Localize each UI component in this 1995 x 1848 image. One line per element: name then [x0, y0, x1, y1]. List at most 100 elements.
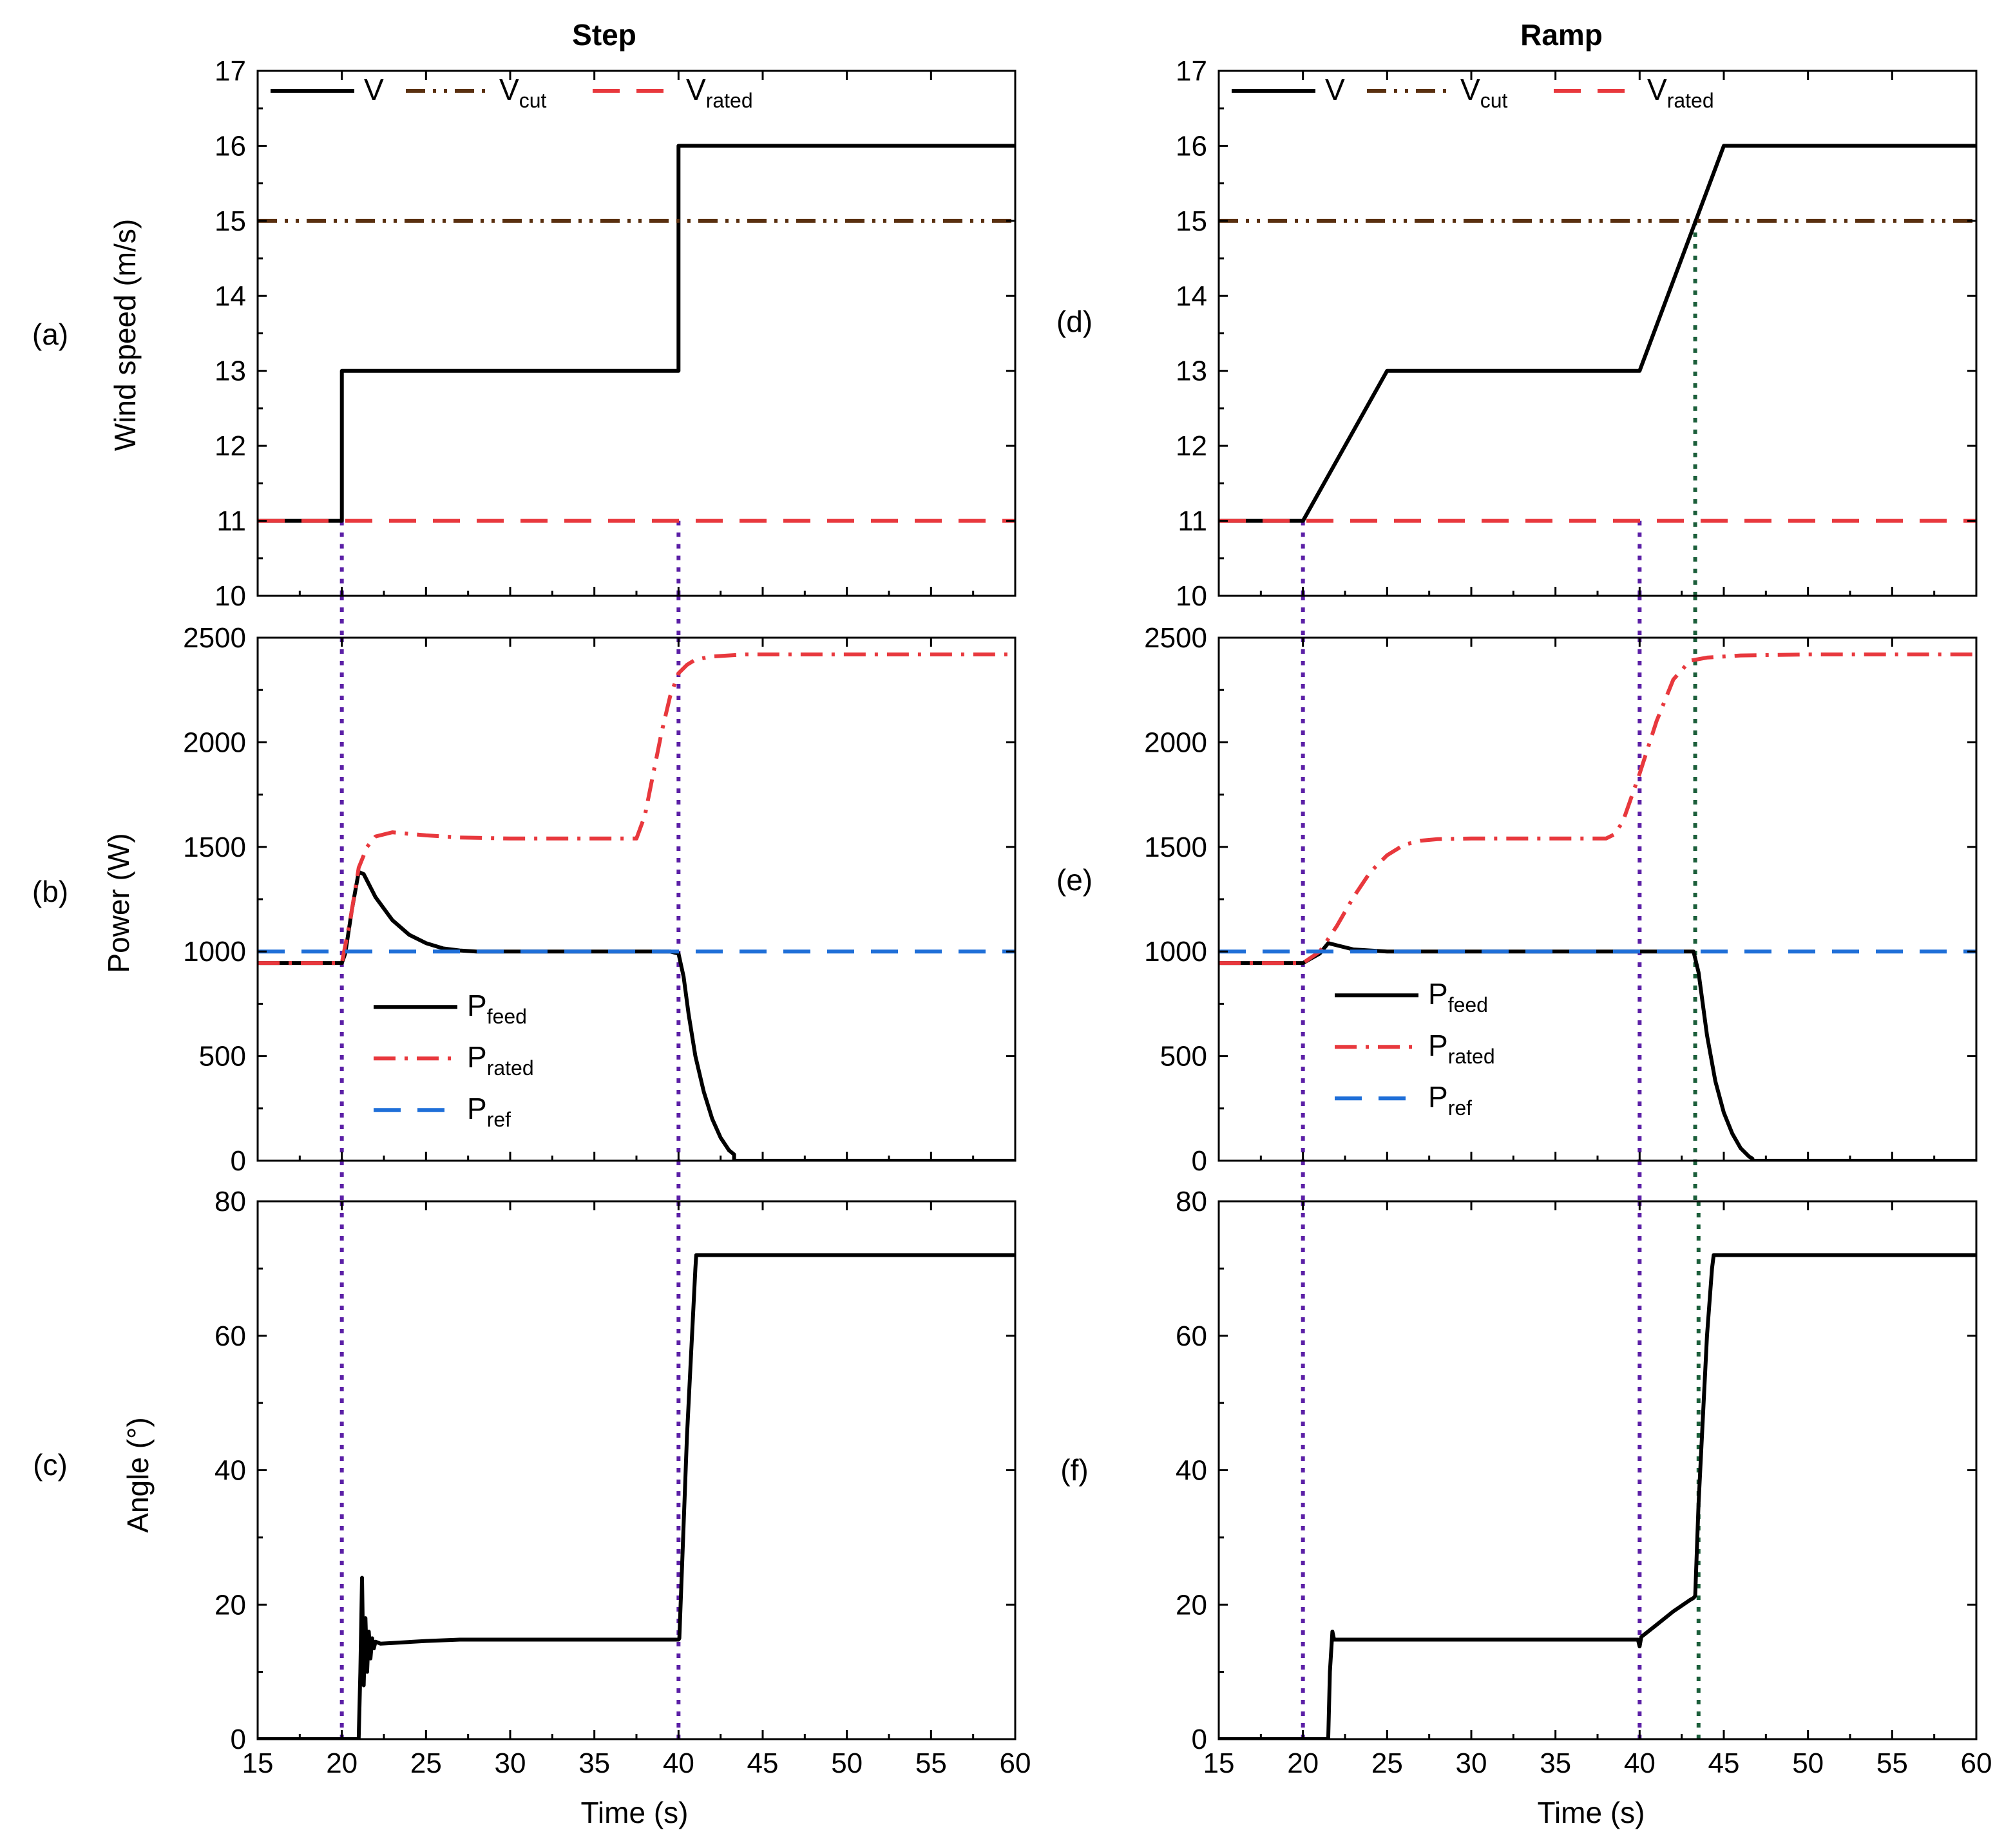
panel-label-a: (a) [32, 318, 68, 351]
legend-label-b-1: Prated [467, 1040, 534, 1080]
column-title-ramp: Ramp [1520, 18, 1603, 52]
x-tick-label-f-60: 60 [1961, 1748, 1992, 1779]
x-label-ramp: Time (s) [1538, 1796, 1645, 1829]
x-tick-label-f-20: 20 [1287, 1748, 1319, 1779]
legend-sub-e-2: ref [1448, 1096, 1472, 1119]
y-tick-label-e-500: 500 [1160, 1041, 1207, 1072]
x-tick-label-f-30: 30 [1456, 1748, 1487, 1779]
panel-label-f: (f) [1060, 1453, 1088, 1487]
legend-sub-e-1: rated [1448, 1045, 1495, 1068]
y-tick-label-f-80: 80 [1176, 1186, 1207, 1217]
legend-sub-b-2: ref [487, 1108, 511, 1131]
series-a-V [258, 144, 1015, 523]
y-tick-label-c-20: 20 [215, 1589, 246, 1621]
y-tick-label-c-80: 80 [215, 1186, 246, 1217]
y-tick-label-a-17: 17 [215, 55, 246, 87]
y-tick-label-b-1500: 1500 [183, 832, 246, 863]
panel-label-e: (e) [1056, 863, 1093, 897]
panel-f: 15 20 25 30 35 40 45 50 55 60 0 20 40 60 80 [1176, 1186, 1992, 1779]
column-title-step: Step [572, 18, 636, 52]
y-tick-label-d-16: 16 [1176, 130, 1207, 162]
y-tick-label-a-12: 12 [215, 430, 246, 462]
y-tick-label-d-11: 11 [1178, 506, 1207, 537]
series-e-feed [1219, 941, 1976, 1161]
legend-label-d-0: V [1325, 73, 1345, 106]
panel-label-b: (b) [32, 875, 68, 908]
series-e-rated [1219, 653, 1976, 966]
y-tick-label-d-14: 14 [1176, 280, 1207, 312]
y-tick-label-e-2500: 2500 [1144, 622, 1207, 654]
legend-label-a-1: Vcut [499, 73, 546, 112]
series-b-feed [258, 870, 1015, 1161]
y-tick-label-e-1000: 1000 [1144, 936, 1207, 967]
x-tick-label-f-35: 35 [1540, 1748, 1571, 1779]
y-tick-label-a-15: 15 [215, 205, 246, 237]
x-tick-label-c-30: 30 [495, 1748, 526, 1779]
panel-label-c: (c) [33, 1448, 68, 1481]
panel-d: 10 11 12 13 14 15 16 17 V Vcut Vrated [1176, 55, 1978, 638]
x-tick-label-c-20: 20 [326, 1748, 358, 1779]
y-tick-label-d-17: 17 [1176, 55, 1207, 87]
y-tick-label-a-11: 11 [216, 506, 246, 537]
panel-c: 15 20 25 30 35 40 45 50 55 60 0 20 40 60 80 [215, 1186, 1031, 1779]
series-group-b [258, 653, 1015, 1161]
legend-sub-d-2: rated [1667, 89, 1714, 112]
legend-label-e-2: Pref [1428, 1080, 1472, 1119]
axes-frame-b [256, 636, 1017, 1162]
series-b-rated [258, 653, 1015, 966]
legend-label-b-2: Pref [467, 1092, 511, 1131]
legend-label-d-2: Vrated [1647, 73, 1714, 112]
legend-label-e-0: Pfeed [1428, 977, 1488, 1016]
x-tick-label-f-15: 15 [1203, 1748, 1235, 1779]
x-tick-label-c-25: 25 [410, 1748, 442, 1779]
x-tick-label-f-55: 55 [1876, 1748, 1908, 1779]
x-tick-label-c-40: 40 [663, 1748, 694, 1779]
legend-sub-b-0: feed [487, 1005, 527, 1028]
y-label-angle: Angle (°) [121, 1417, 155, 1532]
x-tick-label-c-50: 50 [831, 1748, 863, 1779]
y-tick-label-b-2000: 2000 [183, 727, 246, 758]
x-tick-label-c-55: 55 [915, 1748, 947, 1779]
legend-sub-e-0: feed [1448, 993, 1488, 1016]
panel-e: 0 500 1000 1500 2000 2500 Pfeed Prated Pref [1144, 622, 1978, 1201]
legend-label-a-0: V [364, 73, 384, 106]
x-tick-label-c-45: 45 [747, 1748, 779, 1779]
y-tick-label-e-2000: 2000 [1144, 727, 1207, 758]
series-group-c [258, 1253, 1015, 1739]
y-tick-label-d-15: 15 [1176, 205, 1207, 237]
y-tick-label-c-40: 40 [215, 1455, 246, 1487]
x-tick-label-c-60: 60 [1000, 1748, 1031, 1779]
panel-b: 0 500 1000 1500 2000 2500 Pfeed Prated Pref [183, 622, 1017, 1201]
legend-sub-b-1: rated [487, 1056, 534, 1080]
series-group-f [1219, 1253, 1976, 1739]
legend-sub-a-1: cut [519, 89, 547, 112]
y-tick-label-c-60: 60 [215, 1320, 246, 1352]
series-f-angle [1219, 1253, 1976, 1739]
axes-frame-e [1217, 636, 1978, 1162]
axes-frame-d [1217, 70, 1978, 597]
y-tick-label-f-40: 40 [1176, 1455, 1207, 1487]
series-c-angle [258, 1253, 1015, 1739]
series-group-a [258, 144, 1015, 523]
x-tick-label-c-35: 35 [578, 1748, 610, 1779]
y-label-wind-speed: Wind speed (m/s) [108, 219, 142, 451]
y-tick-label-a-13: 13 [215, 356, 246, 387]
x-tick-label-f-50: 50 [1792, 1748, 1824, 1779]
y-tick-label-b-1000: 1000 [183, 936, 246, 967]
x-tick-label-f-40: 40 [1624, 1748, 1656, 1779]
series-group-e [1219, 653, 1976, 1161]
panel-a: 10 11 12 13 14 15 16 17 V Vcut Vrated [215, 55, 1017, 638]
y-tick-label-b-2500: 2500 [183, 622, 246, 654]
x-label-step: Time (s) [581, 1796, 689, 1829]
x-tick-label-f-25: 25 [1371, 1748, 1403, 1779]
y-tick-label-b-0: 0 [231, 1145, 246, 1177]
legend-label-d-1: Vcut [1460, 73, 1507, 112]
legend-label-e-1: Prated [1428, 1029, 1495, 1068]
y-tick-label-f-60: 60 [1176, 1320, 1207, 1352]
y-tick-label-f-20: 20 [1176, 1589, 1207, 1621]
y-tick-label-d-10: 10 [1176, 580, 1207, 612]
y-tick-label-b-500: 500 [199, 1041, 246, 1072]
y-label-power: Power (W) [102, 833, 135, 973]
y-tick-label-e-1500: 1500 [1144, 832, 1207, 863]
